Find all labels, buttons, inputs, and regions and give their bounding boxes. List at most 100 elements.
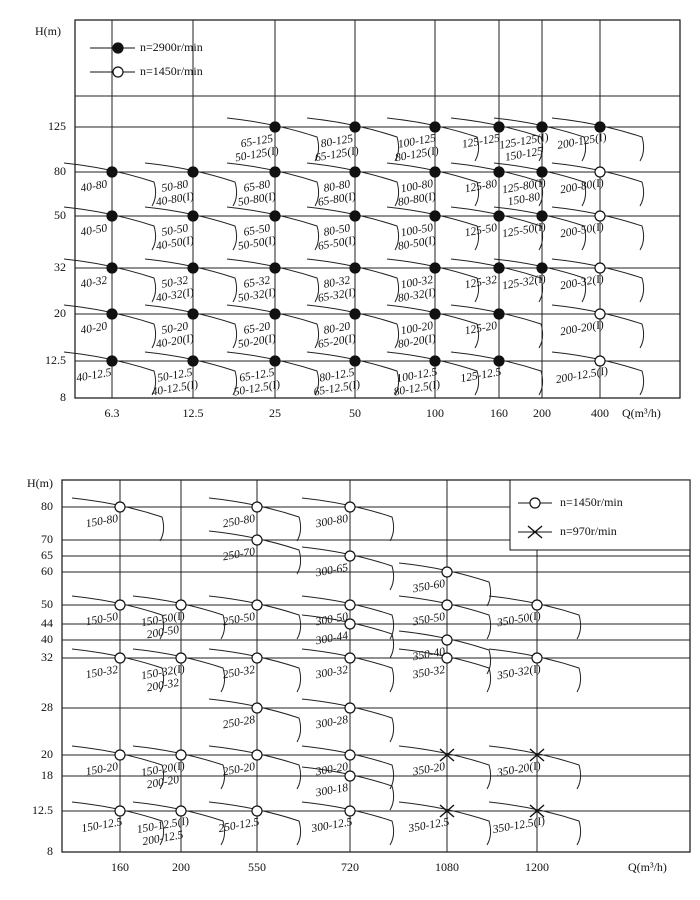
filled-marker	[269, 308, 281, 320]
performance-curve	[551, 206, 645, 251]
performance-curve	[63, 162, 157, 207]
model-label: 50-20	[161, 320, 190, 337]
performance-curve	[450, 351, 544, 396]
model-label: 50-80	[161, 178, 190, 195]
open-marker	[175, 652, 187, 664]
cross-marker	[529, 804, 545, 818]
x-tick-label: 25	[269, 406, 281, 420]
performance-curve	[488, 595, 582, 640]
x-tick-label: 400	[591, 406, 609, 420]
y-tick-label: 20	[41, 747, 53, 761]
model-label: 65-20(I)	[317, 332, 357, 351]
open-marker	[531, 599, 543, 611]
filled-marker	[349, 210, 361, 222]
filled-marker	[429, 308, 441, 320]
x-axis-label: Q(m³/h)	[628, 860, 667, 874]
filled-marker	[536, 262, 548, 274]
performance-curve	[306, 304, 400, 349]
filled-marker	[187, 355, 199, 367]
performance-curve	[301, 766, 395, 811]
model-label: 300-65	[314, 562, 349, 580]
model-label: 300-80	[314, 513, 349, 531]
y-tick-label: 8	[47, 844, 53, 858]
performance-curve	[144, 304, 238, 349]
performance-curve	[398, 745, 492, 790]
performance-curve	[226, 304, 320, 349]
model-label: 80-80	[323, 178, 352, 195]
model-label: 125-50	[464, 222, 498, 240]
performance-curve	[493, 117, 587, 162]
filled-marker	[187, 210, 199, 222]
filled-marker	[269, 262, 281, 274]
y-tick-label: 125	[48, 119, 66, 133]
model-label: 250-50	[222, 611, 256, 629]
y-tick-label: 40	[41, 632, 53, 646]
model-label: 65-80	[243, 178, 272, 195]
performance-curve	[386, 206, 480, 251]
performance-curve	[450, 162, 544, 207]
filled-marker	[269, 166, 281, 178]
model-label: 65-80(I)	[317, 190, 357, 209]
open-marker	[175, 805, 187, 817]
performance-curve	[386, 117, 480, 162]
performance-curve	[488, 648, 582, 693]
model-label: 350-20(I)	[495, 760, 542, 780]
filled-marker	[269, 121, 281, 133]
open-marker	[344, 702, 356, 714]
y-tick-label: 32	[54, 260, 66, 274]
open-marker	[251, 652, 263, 664]
x-tick-label: 550	[248, 860, 266, 874]
model-label: 65-50	[243, 222, 272, 239]
open-marker	[594, 210, 606, 222]
model-label: 40-50	[80, 222, 109, 239]
filled-marker	[429, 262, 441, 274]
open-marker	[441, 566, 453, 578]
model-label: 40-32(I)	[155, 286, 195, 305]
legend-box	[509, 479, 691, 551]
performance-curve	[450, 304, 544, 349]
open-marker	[344, 749, 356, 761]
open-marker	[344, 770, 356, 782]
model-label: 300-20	[314, 761, 349, 779]
performance-curve	[493, 162, 587, 207]
cross-stroke	[527, 525, 543, 539]
model-label: 125-32(I)	[501, 273, 547, 292]
model-label: 65-32	[243, 274, 272, 291]
open-marker	[175, 749, 187, 761]
open-marker	[114, 599, 126, 611]
model-label: 200-50	[146, 624, 180, 642]
model-label: 40-32	[80, 274, 109, 291]
open-marker	[529, 497, 541, 509]
performance-curve	[551, 304, 645, 349]
performance-curve	[450, 206, 544, 251]
open-marker	[594, 308, 606, 320]
performance-curve	[450, 117, 544, 162]
model-label: 250-80	[222, 513, 256, 531]
model-label: 125-20	[464, 320, 498, 338]
model-label: 40-20	[80, 320, 109, 337]
model-label: 125-50(I)	[501, 221, 547, 240]
model-label: 40-80(I)	[155, 190, 195, 209]
model-label: 100-50	[400, 222, 434, 240]
y-tick-label: 70	[41, 532, 53, 546]
model-label: 125-32	[464, 274, 498, 292]
model-label: 350-32(I)	[495, 663, 542, 683]
model-label: 150-32	[85, 664, 119, 682]
open-marker	[175, 599, 187, 611]
performance-curve	[301, 497, 395, 542]
performance-curve	[301, 614, 395, 659]
model-label: 50-20(I)	[237, 332, 277, 351]
panel: 80 70 65 60 50 44 40 32 28 20 18 12.5 8 160 200 550 720 1…	[27, 476, 691, 874]
x-tick-label: 12.5	[183, 406, 204, 420]
model-label: 100-32	[400, 274, 434, 292]
performance-curve	[132, 745, 226, 790]
model-label: 100-80	[400, 178, 434, 196]
y-tick-label: 80	[41, 499, 53, 513]
performance-curve	[144, 206, 238, 251]
performance-curve	[71, 497, 165, 542]
open-marker	[344, 599, 356, 611]
performance-curve	[386, 162, 480, 207]
performance-curve	[63, 258, 157, 303]
open-marker	[594, 355, 606, 367]
